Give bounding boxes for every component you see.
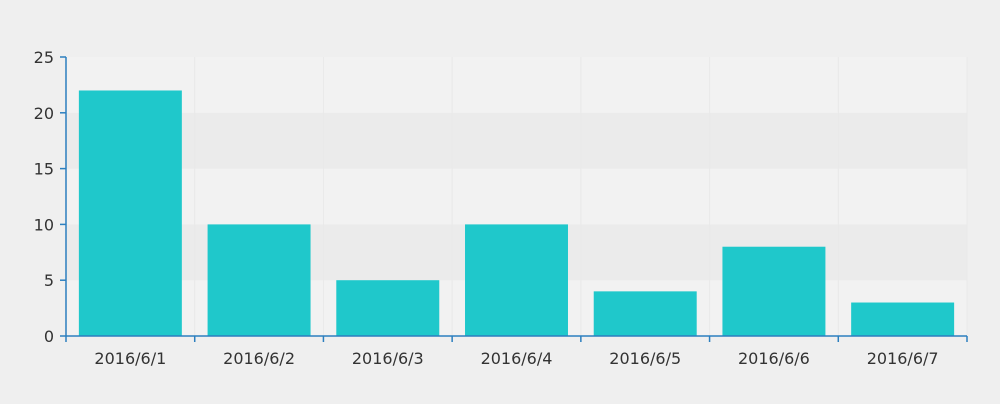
bar[interactable] [465, 224, 568, 336]
bar[interactable] [722, 246, 826, 336]
x-axis-tick-label: 2016/6/6 [738, 349, 810, 368]
axes [60, 56, 968, 342]
x-axis-tick-label: 2016/6/7 [867, 349, 939, 368]
bar[interactable] [593, 291, 697, 336]
x-axis-tick-label: 2016/6/2 [223, 349, 295, 368]
x-axis-tick-label: 2016/6/1 [94, 349, 166, 368]
x-axis-tick-label: 2016/6/3 [352, 349, 424, 368]
grid-band [66, 57, 967, 113]
x-axis-tick-label: 2016/6/5 [609, 349, 681, 368]
bar[interactable] [78, 90, 182, 336]
y-axis-tick-label: 0 [44, 327, 54, 346]
y-axis-tick-label: 25 [34, 48, 54, 67]
y-axis-tick-label: 20 [34, 104, 54, 123]
bar[interactable] [207, 224, 311, 336]
y-axis-labels: 0 5 10 15 20 25 [34, 48, 54, 346]
bar[interactable] [336, 280, 440, 336]
grid-band [66, 112, 967, 169]
bar-series [78, 90, 955, 336]
y-axis-tick-label: 5 [44, 271, 54, 290]
grid-band [66, 168, 967, 225]
vertical-grid [194, 57, 968, 336]
x-axis-tick-label: 2016/6/4 [481, 349, 553, 368]
bar[interactable] [851, 302, 955, 336]
x-axis-labels: 2016/6/1 2016/6/2 2016/6/3 2016/6/4 2016/6/5… [94, 349, 938, 368]
y-axis-tick-label: 10 [34, 215, 54, 234]
y-axis-tick-label: 15 [34, 160, 54, 179]
